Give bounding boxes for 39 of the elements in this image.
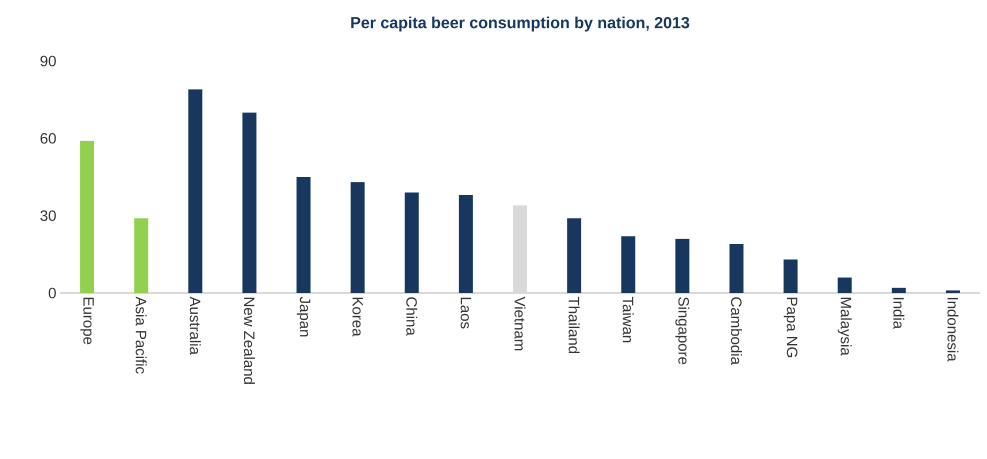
bar (296, 177, 311, 293)
bar (729, 244, 744, 293)
x-tick-label: Laos (460, 298, 472, 328)
bar (946, 290, 960, 293)
x-tick-label: Singapore (675, 297, 690, 364)
x-tick-label: Cambodia (730, 297, 742, 365)
y-tick-label: 90 (40, 56, 56, 66)
x-tick-label: China (406, 297, 418, 336)
chart-title: Per capita beer consumption by nation, 2013 (351, 16, 690, 32)
x-tick-label: Korea (352, 298, 363, 337)
bar (621, 236, 636, 293)
bar (784, 259, 798, 293)
x-tick-label: Malaysia (838, 298, 852, 356)
x-tick-label: Indonesia (947, 298, 958, 362)
bar (134, 218, 148, 293)
bar (188, 89, 202, 293)
bar (458, 195, 473, 293)
y-tick-label: 30 (40, 210, 56, 221)
bar (567, 218, 582, 293)
y-tick-label: 0 (48, 288, 56, 298)
x-tick-label: Thailand (568, 296, 580, 354)
x-tick-label: Papa NG (784, 298, 798, 358)
x-tick-label: Australia (190, 296, 201, 355)
bar (350, 182, 365, 293)
x-tick-label: Asia Pacific (136, 296, 147, 374)
bar (513, 205, 528, 293)
y-tick-label: 60 (40, 133, 56, 144)
x-tick-label: India (893, 298, 904, 330)
bar (242, 112, 256, 293)
x-tick-label: Europe (80, 298, 94, 344)
x-tick-label: New Zealand (244, 298, 255, 384)
bar (838, 278, 852, 293)
bar (404, 192, 419, 293)
bar (675, 238, 690, 293)
x-tick-label: Vietnam (514, 296, 526, 350)
x-tick-label: Japan (296, 296, 310, 336)
bar (892, 288, 906, 293)
x-tick-label: Taiwan (622, 296, 634, 342)
bar (80, 140, 94, 293)
